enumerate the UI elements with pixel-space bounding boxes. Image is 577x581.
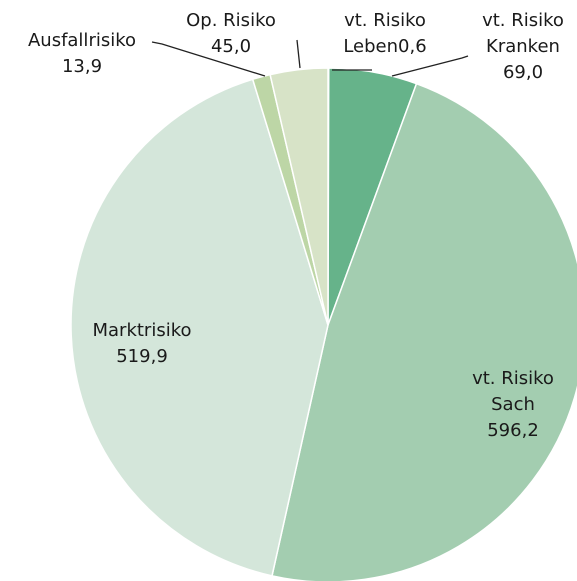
leader-line (296, 39, 301, 69)
category-label: Op. Risiko (186, 10, 276, 31)
slice-label: vt. Risiko Leben0,6 (330, 8, 440, 60)
slice-label: Ausfallrisiko 13,9 (7, 28, 157, 80)
slice-label: vt. Risiko Sach 596,2 (458, 366, 568, 444)
value-label: 45,0 (210, 36, 252, 57)
category-label: Ausfallrisiko (27, 30, 137, 51)
leader-lines (151, 39, 469, 77)
value-label: 13,9 (61, 56, 103, 77)
value-label: 69,0 (502, 62, 544, 83)
value-label: 0,6 (398, 36, 427, 57)
slice (70, 78, 329, 577)
value-label: 596,2 (487, 420, 539, 441)
slice-label: Op. Risiko 45,0 (171, 8, 291, 60)
slices (70, 67, 577, 581)
value-label: 519,9 (116, 346, 168, 367)
slice-label: Marktrisiko 519,9 (77, 318, 207, 370)
category-label: vt. Risiko Sach (472, 368, 554, 415)
slice (269, 67, 329, 326)
leader-line (151, 41, 266, 77)
slice (271, 82, 577, 581)
category-label: vt. Risiko Leben (343, 10, 426, 57)
category-label: vt. Risiko Kranken (482, 10, 564, 57)
category-label: Marktrisiko (92, 320, 192, 341)
leader-line (391, 55, 469, 77)
slice-label: vt. Risiko Kranken 69,0 (468, 8, 577, 86)
